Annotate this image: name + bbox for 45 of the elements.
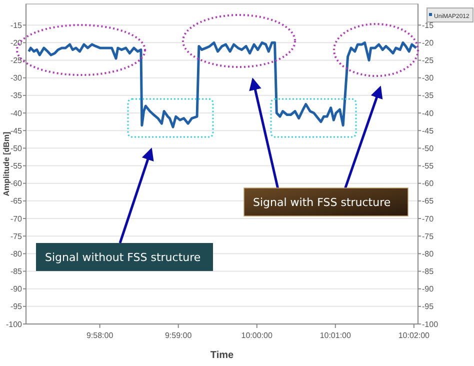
annotation: Signal with FSS structure (253, 196, 391, 209)
y-axis-title: Amplitude [dBm] (2, 131, 11, 196)
y-tick-label: -25 (10, 56, 23, 66)
y-tick-label: -70 (10, 214, 23, 224)
y-tick-label: -15 (10, 20, 23, 30)
y-tick-label: -40 (10, 108, 23, 118)
y2-tick-label: -25 (422, 56, 434, 66)
x-axis-title: Time (210, 350, 234, 361)
y2-tick-label: -100 (422, 320, 439, 329)
x-tick-label: 10:01:00 (320, 331, 352, 340)
y2-tick-label: -65 (422, 196, 434, 206)
y-tick-label: -30 (10, 74, 23, 83)
y-tick-label: -45 (10, 126, 23, 136)
y2-tick-label: -85 (422, 267, 434, 276)
line-series (28, 41, 418, 128)
x-tick-label: 10:02:00 (398, 331, 430, 340)
y2-tick-label: -55 (422, 162, 434, 171)
y2-tick-label: -20 (422, 38, 434, 48)
y2-tick-label: -90 (422, 284, 434, 294)
y-tick-label: -50 (10, 144, 23, 153)
x-tick-label: 9:58:00 (86, 331, 114, 340)
y2-tick-label: -15 (422, 20, 434, 30)
y2-tick-label: -80 (422, 249, 434, 258)
y-tick-label: -75 (10, 232, 23, 241)
x-tick-label: 9:59:00 (164, 331, 192, 340)
y-tick-label: -90 (10, 284, 23, 294)
y-tick-label: -55 (10, 162, 23, 171)
y-tick-label: -100 (6, 320, 23, 329)
y2-tick-label: -70 (422, 214, 434, 224)
x-tick-label: 10:00:00 (241, 331, 273, 340)
y2-tick-label: -60 (422, 179, 434, 188)
y-tick-label: -80 (10, 249, 23, 258)
y-tick-label: -35 (10, 91, 23, 100)
y2-tick-label: -75 (422, 232, 434, 241)
y-tick-label: -95 (10, 302, 23, 312)
y-tick-label: -65 (10, 196, 23, 206)
y2-tick-label: -95 (422, 302, 434, 312)
y2-tick-label: -30 (422, 74, 434, 83)
annotation: Signal without FSS structure (45, 251, 201, 264)
y-tick-label: -85 (10, 267, 23, 276)
y-tick-label: -60 (10, 179, 23, 188)
y2-tick-label: -40 (422, 108, 434, 118)
y2-tick-label: -45 (422, 126, 434, 136)
y2-tick-label: -35 (422, 91, 434, 100)
y2-tick-label: -50 (422, 144, 434, 153)
